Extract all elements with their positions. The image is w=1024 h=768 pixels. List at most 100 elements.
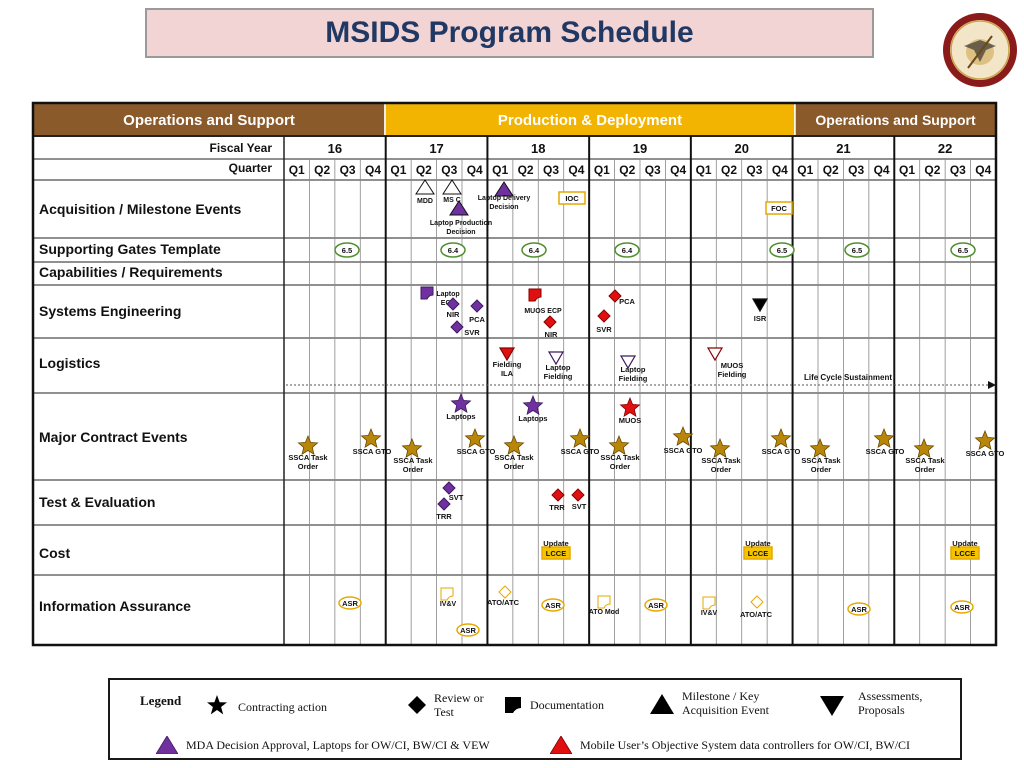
gate-6-5 [769, 242, 795, 258]
row-label-2: Supporting Gates Template [39, 241, 221, 257]
fiscal-year-header: Fiscal Year [210, 141, 273, 155]
milestone-mdd-icon [415, 179, 435, 195]
quarter-cell: Q1 [390, 163, 406, 177]
star-ssca-gto-icon [672, 425, 694, 446]
gate-6-4 [440, 242, 466, 258]
star-label-ssca-task-order: Order [711, 465, 732, 474]
diamond-label-svt: SVT [449, 493, 464, 502]
gate-label-6-5: 6.5 [958, 246, 968, 255]
assessment-laptop-fielding-icon [547, 351, 565, 366]
star-label-ssca-gto: SSCA GTO [762, 447, 801, 456]
milestone-label-ms-c: MS C [443, 197, 461, 204]
diamond-nir-icon [446, 297, 460, 311]
doc-laptop-ecp-icon [420, 286, 434, 300]
legend-star-icon [207, 695, 227, 715]
diamond-svt-icon [571, 488, 585, 502]
row-label-1: Acquisition / Milestone Events [39, 201, 241, 217]
doc-muos-ecp-icon [528, 288, 542, 302]
assessment-label-laptop-fielding: Laptop [621, 365, 646, 374]
fiscal-year-19: 19 [633, 141, 647, 156]
legend-purple-tri-icon [156, 736, 178, 754]
star-ssca-gto-icon [974, 429, 996, 450]
box-label-lcce: LCCE [955, 549, 975, 558]
sustainment-arrow-icon [988, 381, 996, 389]
legend-doc-icon [505, 697, 521, 713]
star-ssca-task-order-icon [913, 437, 935, 458]
legend-assessments-label: Assessments, Proposals [858, 689, 923, 717]
star-label-ssca-gto: SSCA GTO [353, 447, 392, 456]
diamond-label-nir: NIR [545, 330, 559, 339]
quarter-cell: Q2 [823, 163, 839, 177]
star-label-ssca-task-order: Order [504, 462, 525, 471]
quarter-cell: Q1 [797, 163, 813, 177]
star-ssca-gto-icon [770, 427, 792, 448]
gate-label-6-4: 6.4 [529, 246, 540, 255]
star-laptops-icon [450, 392, 472, 413]
phase-banner-2 [384, 102, 796, 137]
diamond-label-trr: TRR [436, 512, 452, 521]
diamond-svt-icon [442, 481, 456, 495]
legend-milestone-label: Milestone / Key Acquisition Event [682, 689, 769, 717]
star-label-ssca-gto: SSCA GTO [966, 449, 1005, 458]
assessment-label-laptop-fielding: Laptop [546, 363, 571, 372]
gate-6-5 [334, 242, 360, 258]
assessment-muos-fielding-icon [706, 347, 724, 362]
diamond-ato-atc-icon [498, 585, 512, 599]
diamond-ato-atc-icon [750, 595, 764, 609]
legend-tri-up-icon [650, 694, 674, 714]
milestone-laptop-delivery-decision-icon [494, 181, 514, 197]
doc-iv-v-icon [702, 596, 716, 610]
legend-title: Legend [140, 693, 182, 708]
assessment-label-laptop-fielding: Fielding [619, 374, 648, 383]
star-label-ssca-task-order: Order [610, 462, 631, 471]
box-ioc [558, 191, 586, 205]
quarter-cell: Q3 [340, 163, 356, 177]
gate-6-5 [844, 242, 870, 258]
quarter-cell: Q4 [772, 163, 788, 177]
milestone-label-laptop-delivery-decision: Decision [489, 204, 518, 211]
quarter-cell: Q1 [696, 163, 712, 177]
oval-label-asr: ASR [648, 601, 664, 610]
doc-label-iv-v: IV&V [701, 610, 718, 617]
quarter-cell: Q4 [568, 163, 584, 177]
gate-label-6-4: 6.4 [622, 246, 633, 255]
box-lcce [743, 546, 773, 560]
milestone-ms-c-icon [442, 179, 462, 195]
phase-banner-1 [32, 102, 386, 137]
quarter-cell: Q3 [645, 163, 661, 177]
quarter-cell: Q1 [594, 163, 610, 177]
quarter-cell: Q1 [289, 163, 305, 177]
phase-label-3: Operations and Support [815, 112, 976, 128]
box-label-ioc: IOC [565, 194, 579, 203]
quarter-cell: Q4 [365, 163, 381, 177]
diamond-label-ato-atc: ATO/ATC [740, 610, 773, 619]
quarter-cell: Q2 [518, 163, 534, 177]
fiscal-year-16: 16 [328, 141, 342, 156]
star-label-ssca-gto: SSCA GTO [457, 447, 496, 456]
assessment-label-fielding-ila: Fielding [493, 360, 522, 369]
diamond-label-ato-atc: ATO/ATC [487, 598, 520, 607]
doc-label-iv-v: IV&V [440, 601, 457, 608]
star-label-ssca-task-order: Order [298, 462, 319, 471]
row-label-9: Information Assurance [39, 598, 191, 614]
box-above-lcce: Update [745, 539, 770, 548]
star-ssca-task-order-icon [809, 437, 831, 458]
doc-iv-v-icon [440, 587, 454, 601]
star-label-ssca-task-order: Order [811, 465, 832, 474]
doc-label-muos-ecp: MUOS ECP [524, 308, 562, 315]
star-ssca-gto-icon [464, 427, 486, 448]
gate-6-4 [614, 242, 640, 258]
diamond-label-pca: PCA [469, 315, 485, 324]
star-label-ssca-task-order: SSCA Task [288, 453, 328, 462]
oval-label-asr: ASR [851, 605, 867, 614]
quarter-cell: Q2 [721, 163, 737, 177]
quarter-cell: Q3 [441, 163, 457, 177]
oval-asr [950, 600, 974, 614]
star-label-laptops: Laptops [518, 414, 547, 423]
grid-border [31, 101, 998, 647]
quarter-header: Quarter [229, 161, 273, 175]
gate-6-5 [950, 242, 976, 258]
row-label-8: Cost [39, 545, 70, 561]
assessment-label-isr: ISR [754, 314, 767, 323]
gate-6-4 [521, 242, 547, 258]
